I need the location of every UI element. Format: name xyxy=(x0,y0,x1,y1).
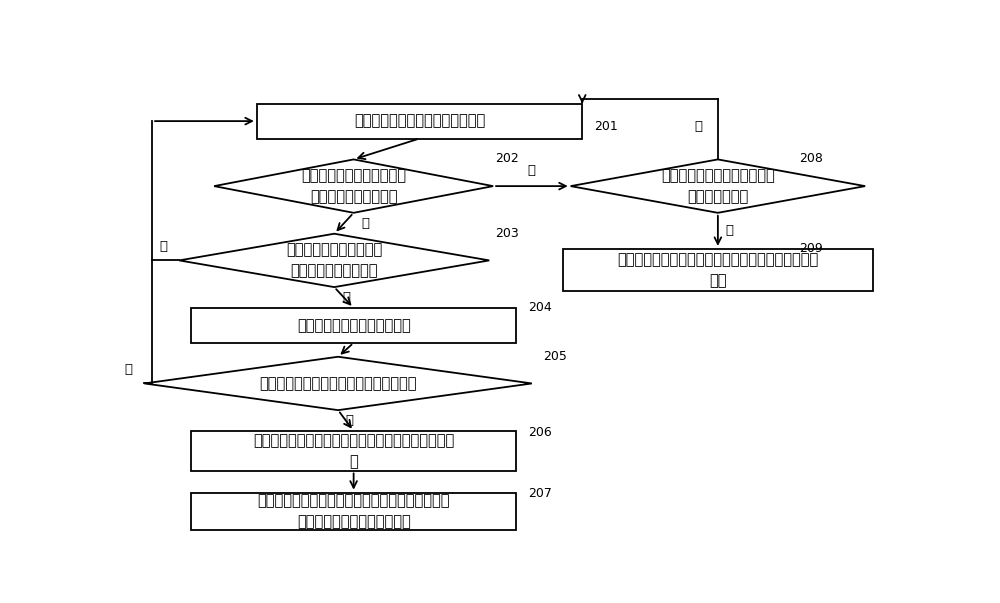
Text: 否: 否 xyxy=(160,241,168,253)
Text: 207: 207 xyxy=(528,487,552,500)
FancyBboxPatch shape xyxy=(257,104,582,139)
Text: 确定用户终端所处的当前地理位置: 确定用户终端所处的当前地理位置 xyxy=(354,113,485,128)
Text: 是: 是 xyxy=(361,216,369,230)
Text: 将用户终端的声音模式由当前声音模式切换为响铃模
式: 将用户终端的声音模式由当前声音模式切换为响铃模 式 xyxy=(253,433,454,469)
Text: 获取用户终端的当前系统时间: 获取用户终端的当前系统时间 xyxy=(297,318,411,333)
Text: 否: 否 xyxy=(346,414,354,427)
Text: 204: 204 xyxy=(528,301,552,314)
Text: 208: 208 xyxy=(799,152,823,165)
Text: 否: 否 xyxy=(694,121,702,133)
Text: 判断上述当前地理位置是否
未处于预设地理位置中: 判断上述当前地理位置是否 未处于预设地理位置中 xyxy=(301,168,406,204)
Text: 当接收到通信消息时，输出上述响铃模式对应的响
铃，以提醒接收到该通信消息: 当接收到通信消息时，输出上述响铃模式对应的响 铃，以提醒接收到该通信消息 xyxy=(257,493,450,529)
FancyBboxPatch shape xyxy=(191,493,516,529)
FancyBboxPatch shape xyxy=(191,308,516,343)
Text: 是: 是 xyxy=(726,224,734,238)
Text: 判断用户终端的当前声音模式
是否为响铃模式: 判断用户终端的当前声音模式 是否为响铃模式 xyxy=(661,168,775,204)
Text: 202: 202 xyxy=(495,152,519,165)
Polygon shape xyxy=(571,159,865,213)
Polygon shape xyxy=(144,357,532,410)
FancyBboxPatch shape xyxy=(563,249,873,291)
Text: 是: 是 xyxy=(342,291,350,304)
Text: 是: 是 xyxy=(125,364,133,376)
FancyBboxPatch shape xyxy=(191,431,516,470)
Text: 将用户终端的声音模式由当前声音模式切换为非响铃
模式: 将用户终端的声音模式由当前声音模式切换为非响铃 模式 xyxy=(617,251,818,288)
Polygon shape xyxy=(214,159,493,213)
Text: 206: 206 xyxy=(528,426,552,439)
Text: 203: 203 xyxy=(495,227,519,239)
Text: 判断用户终端的当前声音
模式是否为非响铃模式: 判断用户终端的当前声音 模式是否为非响铃模式 xyxy=(286,242,382,279)
Text: 否: 否 xyxy=(528,164,536,177)
Text: 判断当前系统时间是否处于预设时间段内: 判断当前系统时间是否处于预设时间段内 xyxy=(259,376,417,391)
Polygon shape xyxy=(179,234,489,287)
Text: 209: 209 xyxy=(799,242,823,255)
Text: 201: 201 xyxy=(594,120,618,133)
Text: 205: 205 xyxy=(544,350,567,362)
